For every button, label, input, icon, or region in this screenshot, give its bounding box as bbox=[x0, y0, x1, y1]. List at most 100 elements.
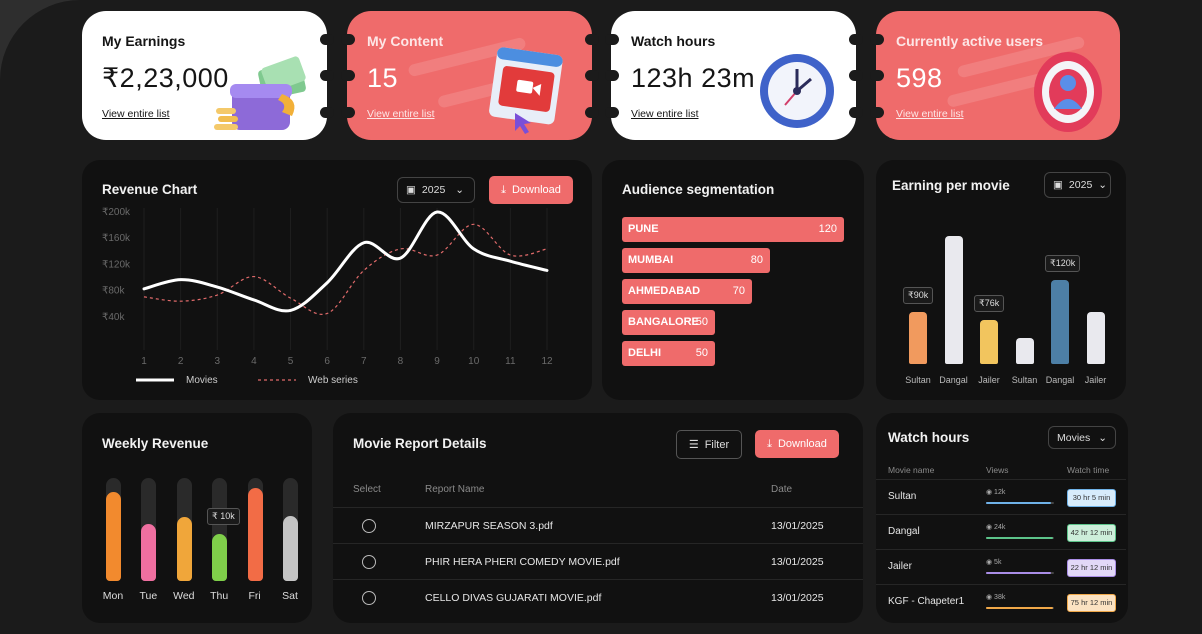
watch-time-badge: 42 hr 12 min bbox=[1067, 524, 1116, 542]
legend-label-web-series: Web series bbox=[308, 375, 358, 386]
x-tick-label: Thu bbox=[210, 590, 229, 602]
views-count: ◉ 5k bbox=[986, 559, 1002, 566]
bar-mon bbox=[106, 492, 121, 581]
views-bar bbox=[986, 572, 1051, 574]
table-row[interactable]: KGF - Chapeter1 ◉ 38k 75 hr 12 min bbox=[876, 584, 1126, 620]
content-card: My Content 15 View entire list bbox=[347, 11, 592, 140]
views-bar bbox=[986, 607, 1053, 609]
watch-hours-link[interactable]: View entire list bbox=[631, 108, 699, 120]
bar-ahmedabad: AHMEDABAD 70 bbox=[622, 279, 752, 304]
x-tick-label: 8 bbox=[398, 356, 404, 367]
active-users-value: 598 bbox=[896, 63, 943, 93]
select-radio[interactable] bbox=[362, 591, 376, 605]
report-name: MIRZAPUR SEASON 3.pdf bbox=[425, 520, 553, 532]
table-row[interactable]: MIRZAPUR SEASON 3.pdf 13/01/2025 bbox=[333, 507, 863, 544]
table-row[interactable]: Sultan ◉ 12k 30 hr 5 min bbox=[876, 479, 1126, 515]
table-row[interactable]: PHIR HERA PHERI COMEDY MOVIE.pdf 13/01/2… bbox=[333, 543, 863, 580]
y-tick-label: ₹120k bbox=[102, 259, 131, 270]
views-bar bbox=[986, 502, 1051, 504]
target-user-icon bbox=[1028, 47, 1108, 137]
revenue-chart-panel: Revenue Chart ▣ 2025 ⌄ ⤓ Download ₹200k ₹… bbox=[82, 160, 592, 400]
bar-pune: PUNE 120 bbox=[622, 217, 844, 242]
bar-value: 50 bbox=[695, 347, 708, 359]
chevron-down-icon: ⌄ bbox=[1098, 431, 1107, 444]
earning-year-select[interactable]: ▣ 2025 ⌄ bbox=[1044, 172, 1111, 198]
bar-value: 80 bbox=[750, 254, 763, 266]
y-tick-label: ₹160k bbox=[102, 233, 131, 244]
y-tick-label: ₹80k bbox=[102, 286, 125, 297]
bar-dangal bbox=[944, 236, 963, 364]
series-line-movies bbox=[142, 210, 549, 313]
earnings-link[interactable]: View entire list bbox=[102, 108, 170, 120]
earning-panel: Earning per movie ▣ 2025 ⌄ Sultan ₹90k Dan… bbox=[876, 160, 1126, 400]
x-tick-label: 7 bbox=[361, 356, 367, 367]
active-users-title: Currently active users bbox=[896, 33, 1044, 49]
select-radio[interactable] bbox=[362, 519, 376, 533]
calendar-icon: ▣ bbox=[406, 184, 416, 196]
chevron-down-icon: ⌄ bbox=[1098, 179, 1108, 191]
x-tick-label: Dangal bbox=[1045, 375, 1075, 385]
download-icon: ⤓ bbox=[501, 183, 506, 196]
video-player-icon bbox=[487, 45, 567, 135]
watch-filter-select[interactable]: Movies ⌄ bbox=[1048, 426, 1116, 449]
table-row[interactable]: Dangal ◉ 24k 42 hr 12 min bbox=[876, 514, 1126, 550]
bar-thu bbox=[212, 534, 228, 581]
revenue-download-button[interactable]: ⤓ Download bbox=[489, 176, 573, 204]
clock-icon bbox=[757, 51, 837, 131]
report-date: 13/01/2025 bbox=[771, 556, 824, 568]
data-label: ₹76k bbox=[974, 295, 1005, 312]
revenue-year-select[interactable]: ▣ 2025 ⌄ bbox=[397, 177, 475, 203]
x-tick-label: 9 bbox=[434, 356, 440, 367]
calendar-icon: ▣ bbox=[1053, 179, 1063, 191]
watch-header-name: Movie name bbox=[888, 465, 935, 475]
revenue-chart-title: Revenue Chart bbox=[102, 182, 198, 197]
wallet-icon bbox=[212, 56, 312, 136]
revenue-download-label: Download bbox=[511, 184, 561, 196]
report-download-button[interactable]: ⤓ Download bbox=[755, 430, 839, 458]
watch-header-time: Watch time bbox=[1067, 465, 1110, 475]
content-link[interactable]: View entire list bbox=[367, 108, 435, 120]
select-radio[interactable] bbox=[362, 555, 376, 569]
watch-time-badge: 75 hr 12 min bbox=[1067, 594, 1116, 612]
movie-report-panel: Movie Report Details ☰ Filter ⤓ Download… bbox=[333, 413, 863, 623]
bar-sat bbox=[283, 516, 298, 581]
x-tick-label: Tue bbox=[139, 590, 158, 602]
bar-tue bbox=[141, 524, 157, 581]
bar-label: BANGALORE bbox=[628, 316, 699, 328]
x-tick-label: 1 bbox=[141, 356, 147, 367]
bar-mumbai: MUMBAI 80 bbox=[622, 248, 770, 273]
chevron-down-icon: ⌄ bbox=[455, 184, 465, 196]
watch-title: Watch hours bbox=[888, 430, 970, 445]
x-tick-label: Mon bbox=[102, 590, 124, 602]
watch-time-badge: 22 hr 12 min bbox=[1067, 559, 1116, 577]
earnings-title: My Earnings bbox=[102, 33, 186, 49]
y-tick-label: ₹40k bbox=[102, 312, 125, 323]
weekly-revenue-panel: Weekly Revenue Mon Tue Wed Thu Fri Sat ₹ 10k bbox=[82, 413, 312, 623]
series-line-web-series bbox=[143, 223, 548, 315]
report-name: CELLO DIVAS GUJARATI MOVIE.pdf bbox=[425, 592, 602, 604]
movie-name: KGF - Chapeter1 bbox=[888, 596, 965, 607]
active-users-link[interactable]: View entire list bbox=[896, 108, 964, 120]
report-header-name: Report Name bbox=[425, 484, 485, 495]
bar-wed bbox=[176, 517, 192, 581]
table-row[interactable]: Jailer ◉ 5k 22 hr 12 min bbox=[876, 549, 1126, 585]
audience-title: Audience segmentation bbox=[622, 182, 775, 197]
x-tick-label: Dangal bbox=[939, 375, 968, 385]
x-tick-label: 10 bbox=[468, 356, 480, 367]
content-value: 15 bbox=[367, 63, 399, 93]
report-name: PHIR HERA PHERI COMEDY MOVIE.pdf bbox=[425, 556, 620, 568]
bar-dangal bbox=[1051, 280, 1069, 364]
x-tick-label: 2 bbox=[178, 356, 184, 367]
x-tick-label: Fri bbox=[248, 590, 261, 602]
watch-hours-title: Watch hours bbox=[631, 33, 716, 49]
x-tick-label: Sultan bbox=[905, 375, 931, 385]
watch-time-badge: 30 hr 5 min bbox=[1067, 489, 1116, 507]
bar-sultan bbox=[1015, 338, 1034, 364]
filter-button[interactable]: ☰ Filter bbox=[676, 430, 742, 459]
table-row[interactable]: CELLO DIVAS GUJARATI MOVIE.pdf 13/01/202… bbox=[333, 579, 863, 616]
filter-icon: ☰ bbox=[688, 439, 699, 451]
y-tick-label: ₹200k bbox=[102, 207, 131, 218]
watch-header-views: Views bbox=[986, 465, 1009, 475]
weekly-title: Weekly Revenue bbox=[102, 436, 209, 451]
